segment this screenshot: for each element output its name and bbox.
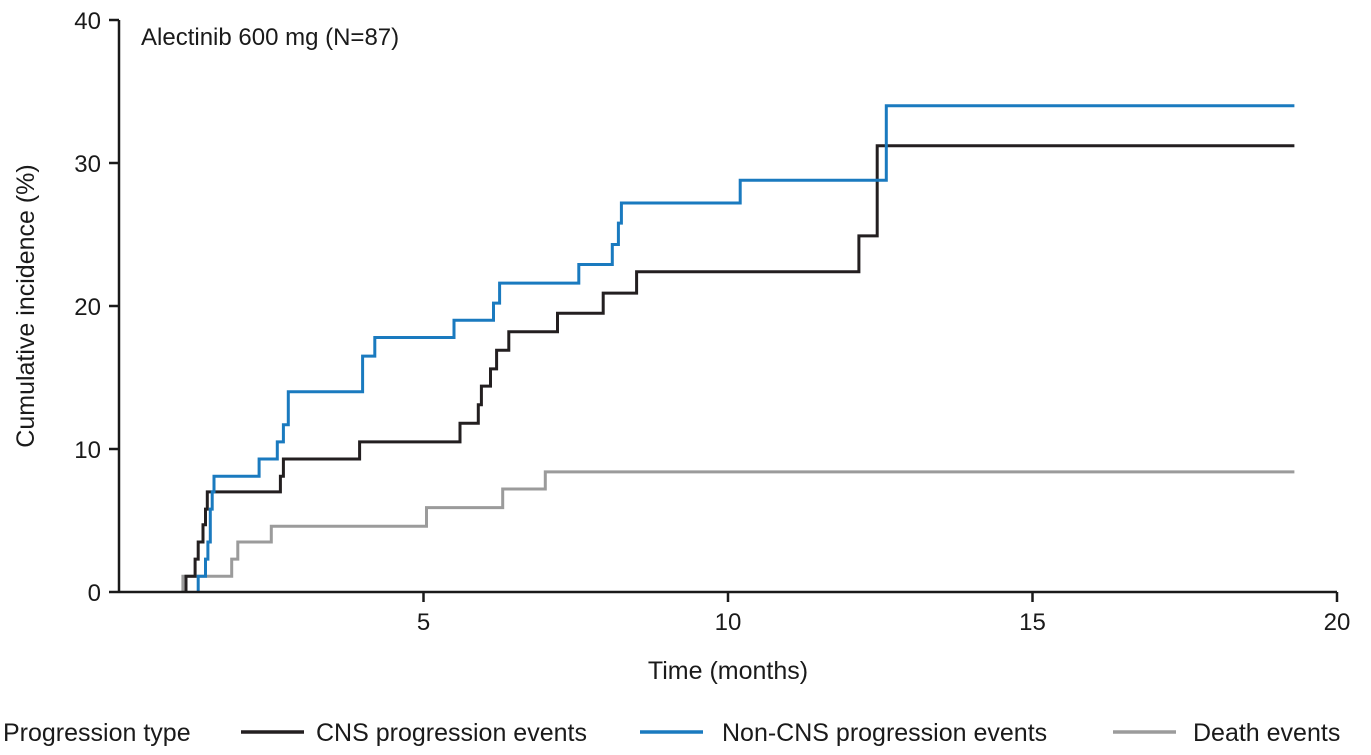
y-tick-label: 10 bbox=[74, 437, 101, 464]
x-tick-label: 5 bbox=[417, 609, 430, 636]
legend: Progression type CNS progression events N… bbox=[3, 719, 1340, 747]
y-tick-label: 0 bbox=[88, 580, 101, 607]
legend-title: Progression type bbox=[3, 719, 191, 747]
legend-label: Death events bbox=[1193, 719, 1340, 747]
plot-area bbox=[181, 104, 1295, 592]
series-line-cns-progression-events bbox=[184, 144, 1295, 592]
x-axis-title: Time (months) bbox=[648, 657, 808, 685]
y-tick-label: 20 bbox=[74, 294, 101, 321]
y-tick-label: 30 bbox=[74, 151, 101, 178]
panel-annotation: Alectinib 600 mg (N=87) bbox=[141, 24, 399, 51]
y-axis-title: Cumulative incidence (%) bbox=[12, 164, 40, 447]
series-line-death-events bbox=[181, 470, 1295, 592]
x-tick-label: 10 bbox=[715, 609, 742, 636]
series-line-non-cns-progression-events bbox=[196, 104, 1295, 592]
y-tick-label: 40 bbox=[74, 8, 101, 35]
x-tick-label: 20 bbox=[1324, 609, 1351, 636]
x-tick-label: 15 bbox=[1019, 609, 1046, 636]
axes: 0 10 20 30 40 5 10 15 20 bbox=[74, 8, 1350, 636]
legend-label: Non-CNS progression events bbox=[722, 719, 1047, 747]
legend-label: CNS progression events bbox=[316, 719, 587, 747]
